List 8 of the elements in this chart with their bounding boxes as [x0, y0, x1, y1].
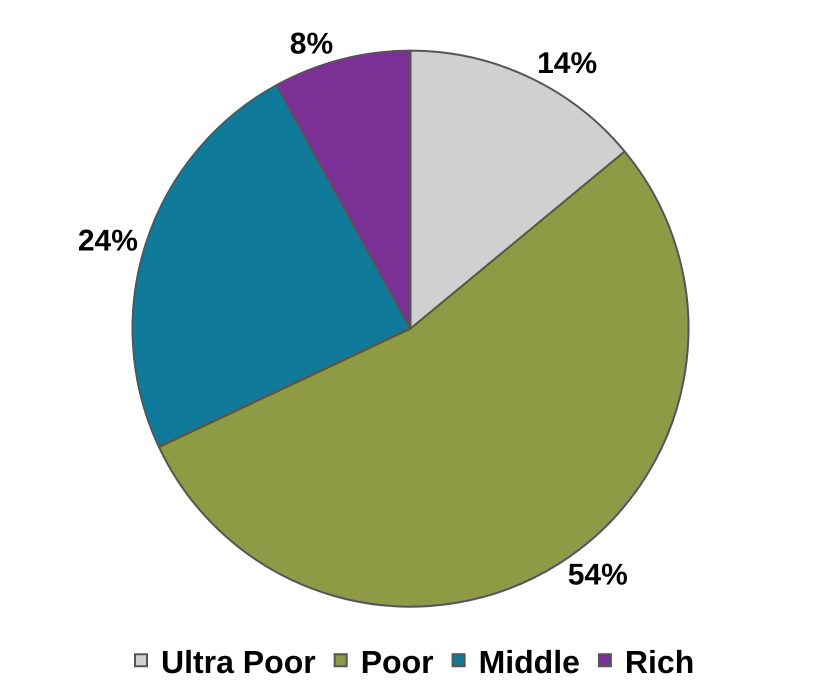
data-label: 54%	[568, 558, 628, 592]
data-label: 24%	[78, 224, 138, 258]
legend-label: Rich	[624, 644, 694, 680]
legend-label: Ultra Poor	[161, 644, 316, 680]
legend-label: Poor	[360, 644, 434, 680]
data-label: 8%	[290, 27, 334, 60]
data-label: 14%	[537, 47, 598, 80]
legend-label: Middle	[478, 644, 580, 680]
